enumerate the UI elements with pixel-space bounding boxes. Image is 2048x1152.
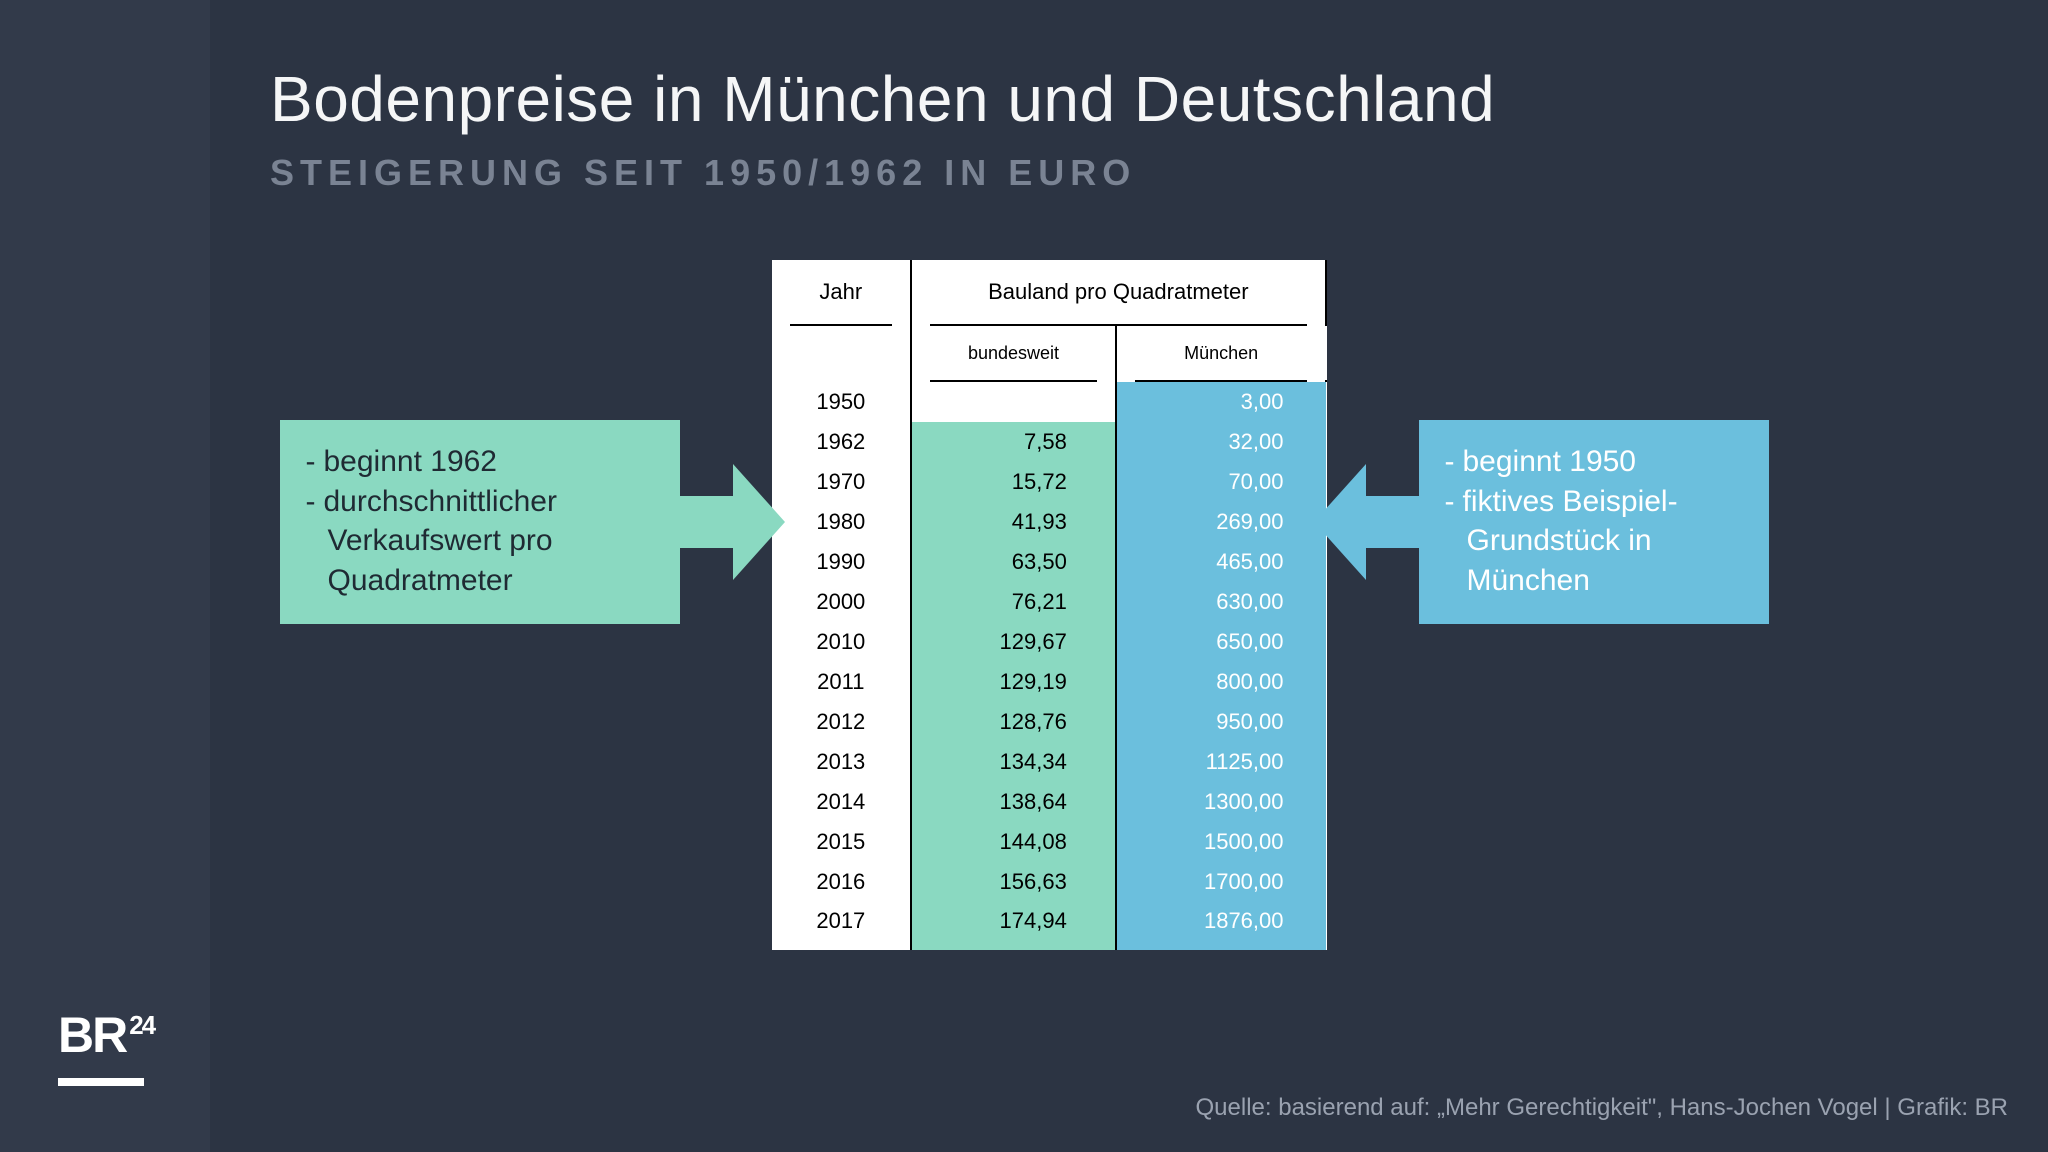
cell-bundesweit: 174,94 bbox=[911, 902, 1116, 950]
cell-muenchen: 1125,00 bbox=[1116, 742, 1326, 782]
callout-left-line4: Quadratmeter bbox=[306, 561, 654, 601]
cell-bundesweit: 76,21 bbox=[911, 582, 1116, 622]
cell-muenchen: 32,00 bbox=[1116, 422, 1326, 462]
cell-year: 2015 bbox=[772, 822, 912, 862]
page-title: Bodenpreise in München und Deutschland bbox=[270, 62, 1495, 136]
table-row: 2015144,081500,00 bbox=[772, 822, 1326, 862]
table-row: 2011129,19800,00 bbox=[772, 662, 1326, 702]
cell-bundesweit: 63,50 bbox=[911, 542, 1116, 582]
table-row: 2010129,67650,00 bbox=[772, 622, 1326, 662]
br24-logo: BR 24 bbox=[58, 1006, 208, 1086]
th-year: Jahr bbox=[772, 260, 912, 324]
logo-text-suffix: 24 bbox=[129, 1010, 154, 1041]
callout-left-line3: Verkaufswert pro bbox=[306, 521, 654, 561]
cell-muenchen: 800,00 bbox=[1116, 662, 1326, 702]
callout-right: -beginnt 1950 -fiktives Beispiel- Grunds… bbox=[1419, 420, 1769, 624]
callout-left-line1: beginnt 1962 bbox=[324, 442, 654, 482]
price-table: Jahr Bauland pro Quadratmeter bundesweit… bbox=[772, 260, 1327, 950]
cell-muenchen: 630,00 bbox=[1116, 582, 1326, 622]
cell-year: 2012 bbox=[772, 702, 912, 742]
cell-year: 2000 bbox=[772, 582, 912, 622]
table-row: 198041,93269,00 bbox=[772, 502, 1326, 542]
arrow-left-icon bbox=[1364, 496, 1419, 548]
cell-muenchen: 1300,00 bbox=[1116, 782, 1326, 822]
cell-year: 2013 bbox=[772, 742, 912, 782]
cell-bundesweit bbox=[911, 382, 1116, 422]
logo-text-main: BR bbox=[58, 1006, 126, 1064]
th-bund: bundesweit bbox=[911, 326, 1116, 380]
arrow-left-head-icon bbox=[1314, 464, 1366, 580]
table-row: 1950 3,00 bbox=[772, 382, 1326, 422]
cell-bundesweit: 144,08 bbox=[911, 822, 1116, 862]
callout-left-line2: durchschnittlicher bbox=[324, 482, 654, 522]
table-row: 2014138,641300,00 bbox=[772, 782, 1326, 822]
cell-muenchen: 70,00 bbox=[1116, 462, 1326, 502]
cell-muenchen: 3,00 bbox=[1116, 382, 1326, 422]
cell-year: 1950 bbox=[772, 382, 912, 422]
cell-year: 1990 bbox=[772, 542, 912, 582]
cell-muenchen: 269,00 bbox=[1116, 502, 1326, 542]
cell-year: 2010 bbox=[772, 622, 912, 662]
cell-muenchen: 1700,00 bbox=[1116, 862, 1326, 902]
cell-bundesweit: 156,63 bbox=[911, 862, 1116, 902]
cell-muenchen: 650,00 bbox=[1116, 622, 1326, 662]
cell-muenchen: 1876,00 bbox=[1116, 902, 1326, 950]
callout-right-line1: beginnt 1950 bbox=[1463, 442, 1743, 482]
table-row: 2017174,941876,00 bbox=[772, 902, 1326, 950]
page-subtitle: STEIGERUNG SEIT 1950/1962 IN EURO bbox=[270, 152, 1136, 194]
table-row: 19627,5832,00 bbox=[772, 422, 1326, 462]
callout-right-line3: Grundstück in bbox=[1445, 521, 1743, 561]
table-row: 200076,21630,00 bbox=[772, 582, 1326, 622]
th-group: Bauland pro Quadratmeter bbox=[911, 260, 1325, 324]
cell-bundesweit: 15,72 bbox=[911, 462, 1116, 502]
cell-bundesweit: 138,64 bbox=[911, 782, 1116, 822]
cell-bundesweit: 134,34 bbox=[911, 742, 1116, 782]
th-muc: München bbox=[1116, 326, 1326, 380]
cell-muenchen: 950,00 bbox=[1116, 702, 1326, 742]
table-row: 2013134,341125,00 bbox=[772, 742, 1326, 782]
cell-year: 2016 bbox=[772, 862, 912, 902]
cell-bundesweit: 41,93 bbox=[911, 502, 1116, 542]
footer-source: Quelle: basierend auf: „Mehr Gerechtigke… bbox=[1196, 1094, 2008, 1122]
cell-year: 1970 bbox=[772, 462, 912, 502]
callout-right-line4: München bbox=[1445, 561, 1743, 601]
cell-bundesweit: 7,58 bbox=[911, 422, 1116, 462]
cell-bundesweit: 129,67 bbox=[911, 622, 1116, 662]
cell-year: 1980 bbox=[772, 502, 912, 542]
logo-underline-icon bbox=[58, 1078, 144, 1086]
table-row: 197015,7270,00 bbox=[772, 462, 1326, 502]
arrow-right-icon bbox=[680, 496, 735, 548]
callout-right-line2: fiktives Beispiel- bbox=[1463, 482, 1743, 522]
table-row: 2016156,631700,00 bbox=[772, 862, 1326, 902]
cell-year: 2014 bbox=[772, 782, 912, 822]
cell-year: 1962 bbox=[772, 422, 912, 462]
cell-muenchen: 1500,00 bbox=[1116, 822, 1326, 862]
cell-muenchen: 465,00 bbox=[1116, 542, 1326, 582]
callout-left: -beginnt 1962 -durchschnittlicher Verkau… bbox=[280, 420, 680, 624]
table-row: 2012128,76950,00 bbox=[772, 702, 1326, 742]
content-row: -beginnt 1962 -durchschnittlicher Verkau… bbox=[0, 260, 2048, 950]
cell-bundesweit: 128,76 bbox=[911, 702, 1116, 742]
arrow-right-head-icon bbox=[733, 464, 785, 580]
cell-bundesweit: 129,19 bbox=[911, 662, 1116, 702]
table-row: 199063,50465,00 bbox=[772, 542, 1326, 582]
cell-year: 2011 bbox=[772, 662, 912, 702]
cell-year: 2017 bbox=[772, 902, 912, 950]
